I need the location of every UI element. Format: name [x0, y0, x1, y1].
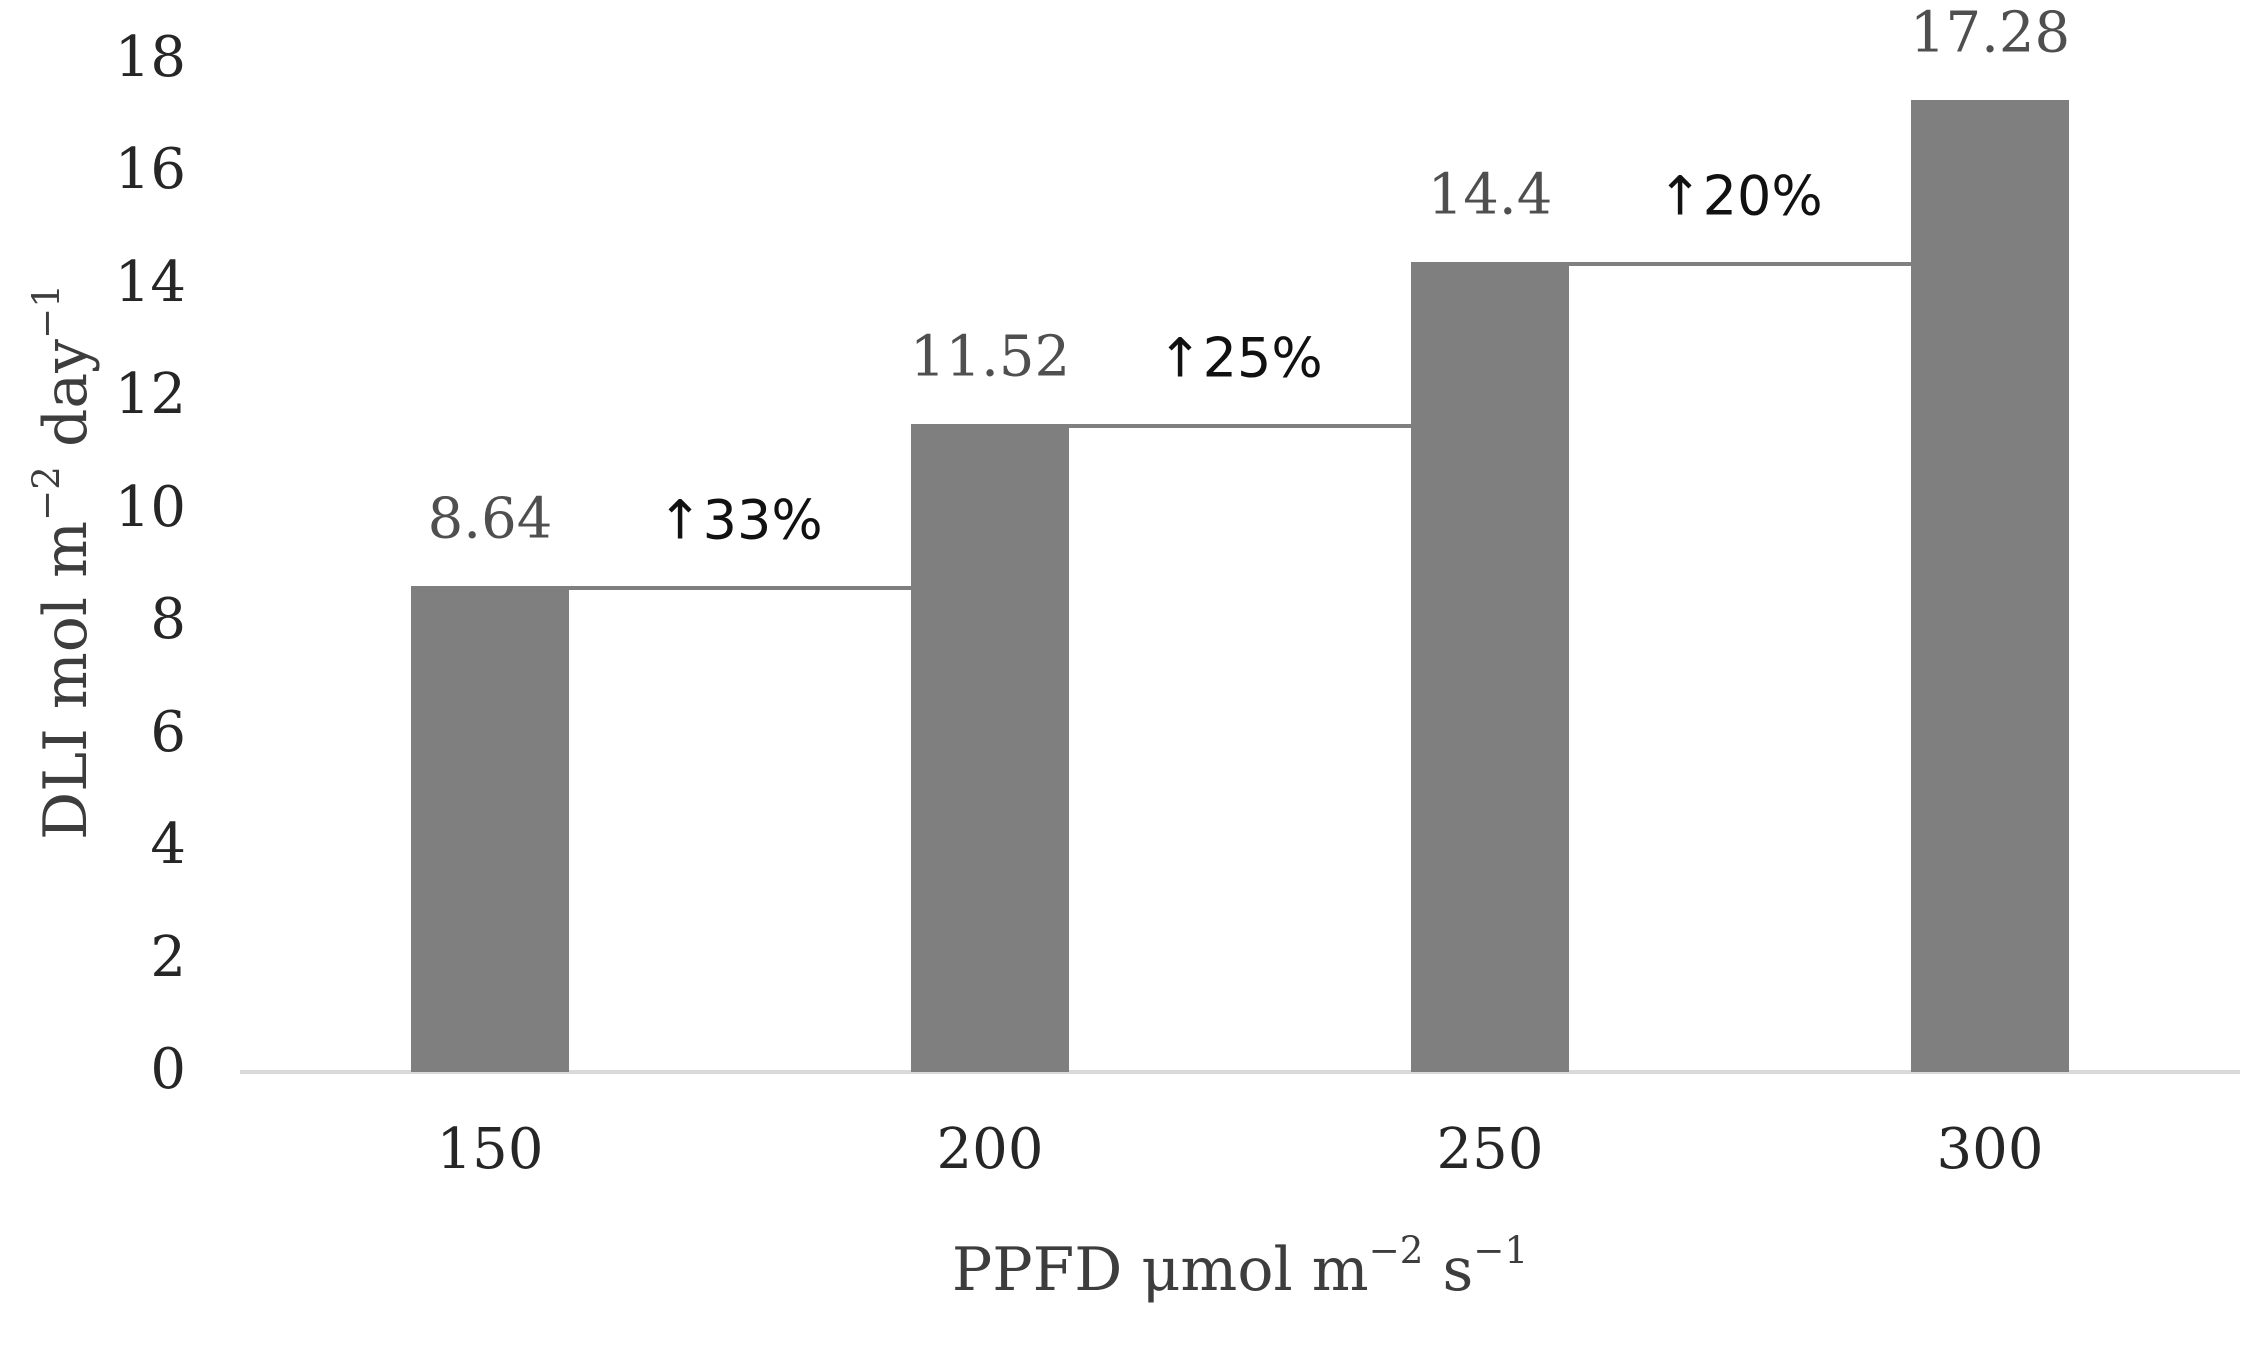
bar-value-label: 14.4 — [1427, 162, 1553, 228]
bar-value-label: 8.64 — [427, 486, 553, 552]
bar — [411, 586, 569, 1072]
connector-line — [911, 424, 1414, 428]
bar-value-label: 11.52 — [909, 324, 1071, 390]
y-tick-label: 6 — [150, 699, 186, 765]
connector-line — [411, 586, 914, 590]
y-tick-label: 8 — [150, 586, 186, 652]
bar — [1911, 100, 2069, 1072]
bar — [1411, 262, 1569, 1072]
increase-annotation: ↑33% — [657, 488, 823, 552]
connector-line — [1411, 262, 1914, 266]
y-tick-label: 18 — [114, 24, 186, 90]
x-axis-title-text-2: s — [1423, 1235, 1474, 1305]
bar — [911, 424, 1069, 1072]
x-axis-title-text: PPFD μmol m — [951, 1235, 1369, 1305]
y-tick-label: 16 — [114, 136, 186, 202]
y-tick-label: 4 — [150, 811, 186, 877]
y-tick-label: 2 — [150, 924, 186, 990]
increase-annotation: ↑25% — [1157, 326, 1323, 390]
x-axis-title: PPFD μmol m−2 s−1 — [952, 1232, 1528, 1300]
x-axis-title-sup-1: −1 — [1473, 1228, 1529, 1273]
y-tick-label: 0 — [150, 1036, 186, 1102]
y-tick-label: 12 — [114, 361, 186, 427]
x-tick-label: 300 — [1936, 1117, 2044, 1182]
x-axis-title-sup-2: −2 — [1368, 1228, 1424, 1273]
x-tick-label: 250 — [1436, 1117, 1544, 1182]
x-axis-line — [240, 1070, 2240, 1074]
y-axis-title-text: DLI mol m — [31, 520, 101, 840]
x-tick-label: 150 — [436, 1117, 544, 1182]
y-tick-label: 10 — [114, 474, 186, 540]
x-tick-label: 200 — [936, 1117, 1044, 1182]
bar-value-label: 17.28 — [1909, 0, 2071, 66]
y-tick-label: 14 — [114, 249, 186, 315]
increase-annotation: ↑20% — [1657, 164, 1823, 228]
